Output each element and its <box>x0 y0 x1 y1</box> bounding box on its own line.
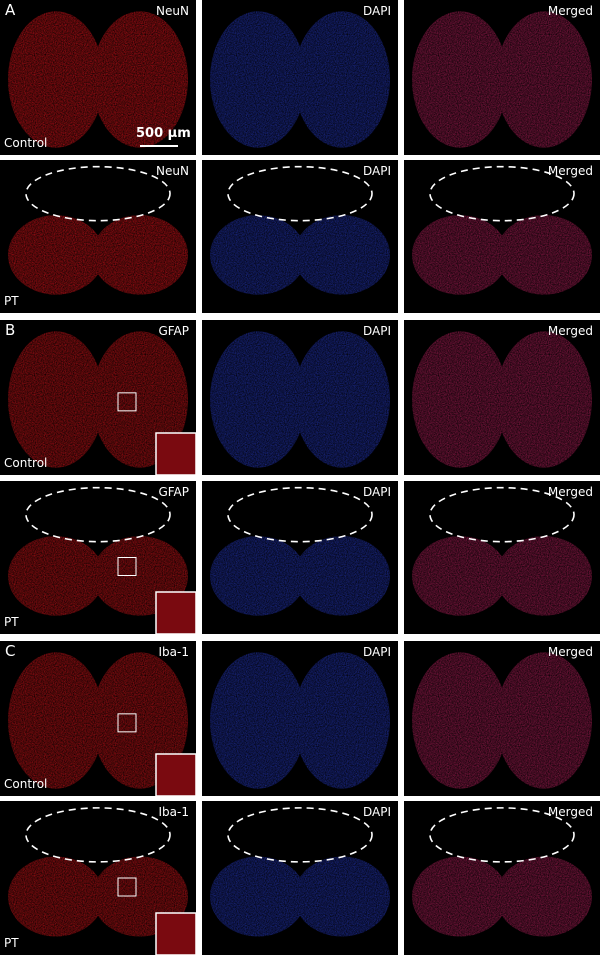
stain-label: Merged <box>547 645 593 659</box>
micrograph <box>412 807 592 937</box>
stain-label: Iba-1 <box>158 805 189 819</box>
image-panel: NeuN PT <box>0 160 196 313</box>
image-panel: GFAP PT <box>0 481 196 634</box>
micrograph <box>8 165 188 295</box>
stain-label: DAPI <box>362 805 391 819</box>
stain-label: DAPI <box>362 164 391 178</box>
micrograph <box>210 486 390 616</box>
stain-label: DAPI <box>362 4 391 18</box>
section-letter: B <box>5 321 16 339</box>
micrograph <box>412 11 592 148</box>
image-panel: Merged <box>404 0 600 155</box>
stain-label: GFAP <box>158 485 189 499</box>
stain-label: Merged <box>547 164 593 178</box>
micrograph <box>8 652 196 796</box>
condition-label: PT <box>4 294 19 308</box>
image-panel: DAPI <box>202 641 398 796</box>
micrograph <box>8 807 196 955</box>
image-panel: Iba-1 Control C <box>0 641 196 796</box>
image-panel: DAPI <box>202 0 398 155</box>
micrograph <box>8 486 196 634</box>
image-panel: NeuN Control A 500 μm <box>0 0 196 155</box>
stain-label: Iba-1 <box>158 645 189 659</box>
stain-label: DAPI <box>362 485 391 499</box>
stain-label: NeuN <box>156 4 189 18</box>
micrograph <box>210 807 390 937</box>
image-panel: Iba-1 PT <box>0 801 196 955</box>
micrograph <box>412 486 592 616</box>
image-panel: Merged <box>404 320 600 475</box>
image-panel: DAPI <box>202 160 398 313</box>
micrograph <box>210 331 390 468</box>
scale-bar-label: 500 μm <box>136 126 191 141</box>
condition-label: Control <box>4 777 48 791</box>
image-panel: GFAP Control B <box>0 320 196 475</box>
image-panel: Merged <box>404 801 600 955</box>
micrograph <box>210 11 390 148</box>
stain-label: Merged <box>547 805 593 819</box>
stain-label: DAPI <box>362 645 391 659</box>
stain-label: DAPI <box>362 324 391 338</box>
stain-label: Merged <box>547 4 593 18</box>
image-panel: DAPI <box>202 481 398 634</box>
scale-bar <box>140 145 178 147</box>
image-panel: Merged <box>404 481 600 634</box>
stain-label: Merged <box>547 485 593 499</box>
micrograph <box>412 165 592 295</box>
stain-label: Merged <box>547 324 593 338</box>
stain-label: NeuN <box>156 164 189 178</box>
micrograph <box>412 652 592 789</box>
image-panel: DAPI <box>202 320 398 475</box>
image-panel: Merged <box>404 160 600 313</box>
condition-label: PT <box>4 615 19 629</box>
micrograph <box>8 11 188 148</box>
image-panel: Merged <box>404 641 600 796</box>
condition-label: PT <box>4 936 19 950</box>
micrograph <box>210 165 390 295</box>
section-letter: A <box>5 1 16 19</box>
micrograph <box>412 331 592 468</box>
micrograph <box>8 331 196 475</box>
condition-label: Control <box>4 136 48 150</box>
condition-label: Control <box>4 456 48 470</box>
section-letter: C <box>5 642 16 660</box>
micrograph <box>210 652 390 789</box>
stain-label: GFAP <box>158 324 189 338</box>
image-panel: DAPI <box>202 801 398 955</box>
